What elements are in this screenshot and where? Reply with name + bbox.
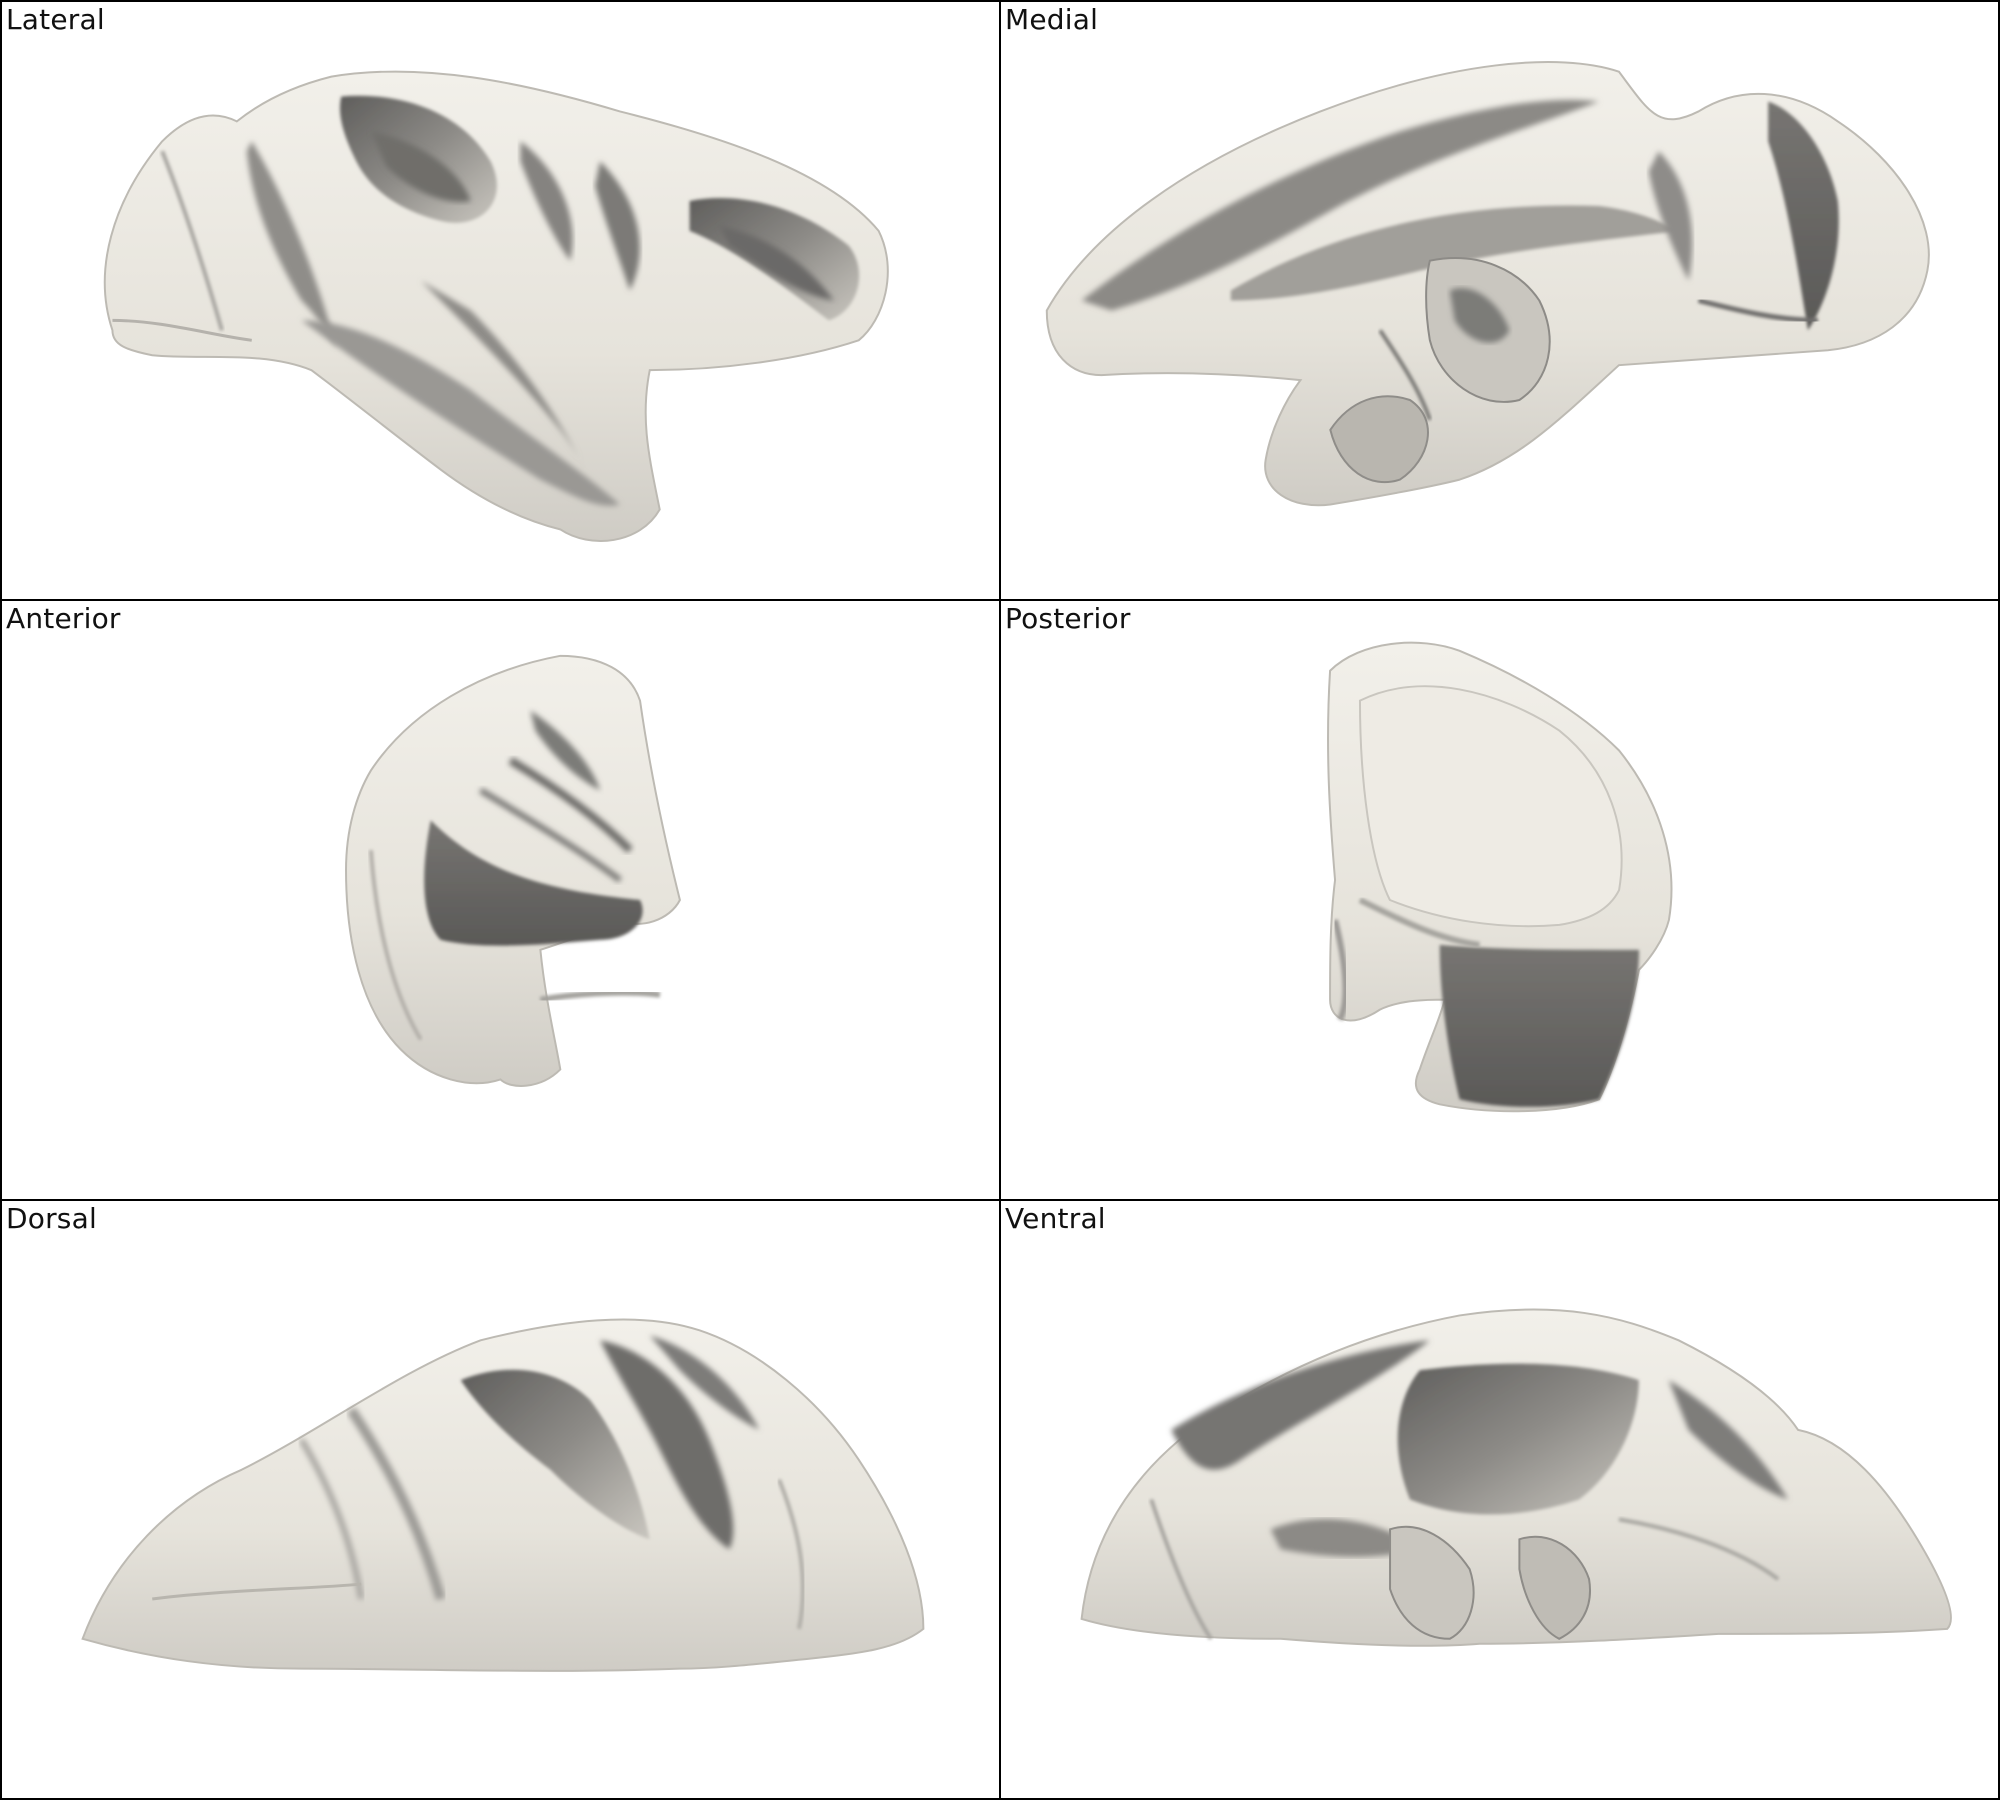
anterior-surface-render <box>345 654 681 1087</box>
medial-surface-render <box>1045 61 1930 507</box>
panel-posterior: Posterior <box>1000 600 2000 1200</box>
panel-label: Posterior <box>1005 602 1131 635</box>
ventral-surface-render <box>1080 1308 1952 1647</box>
panel-dorsal: Dorsal <box>0 1200 1000 1800</box>
posterior-surface-render <box>1327 641 1673 1113</box>
dorsal-surface-render <box>81 1318 925 1672</box>
panel-anterior: Anterior <box>0 600 1000 1200</box>
panel-label: Lateral <box>6 3 105 36</box>
panel-label: Dorsal <box>6 1202 97 1235</box>
panel-label: Medial <box>1005 3 1099 36</box>
panel-ventral: Ventral <box>1000 1200 2000 1800</box>
panel-medial: Medial <box>1000 0 2000 600</box>
panel-label: Anterior <box>6 602 121 635</box>
panel-lateral: Lateral <box>0 0 1000 600</box>
panel-label: Ventral <box>1005 1202 1106 1235</box>
lateral-surface-render <box>103 70 889 542</box>
